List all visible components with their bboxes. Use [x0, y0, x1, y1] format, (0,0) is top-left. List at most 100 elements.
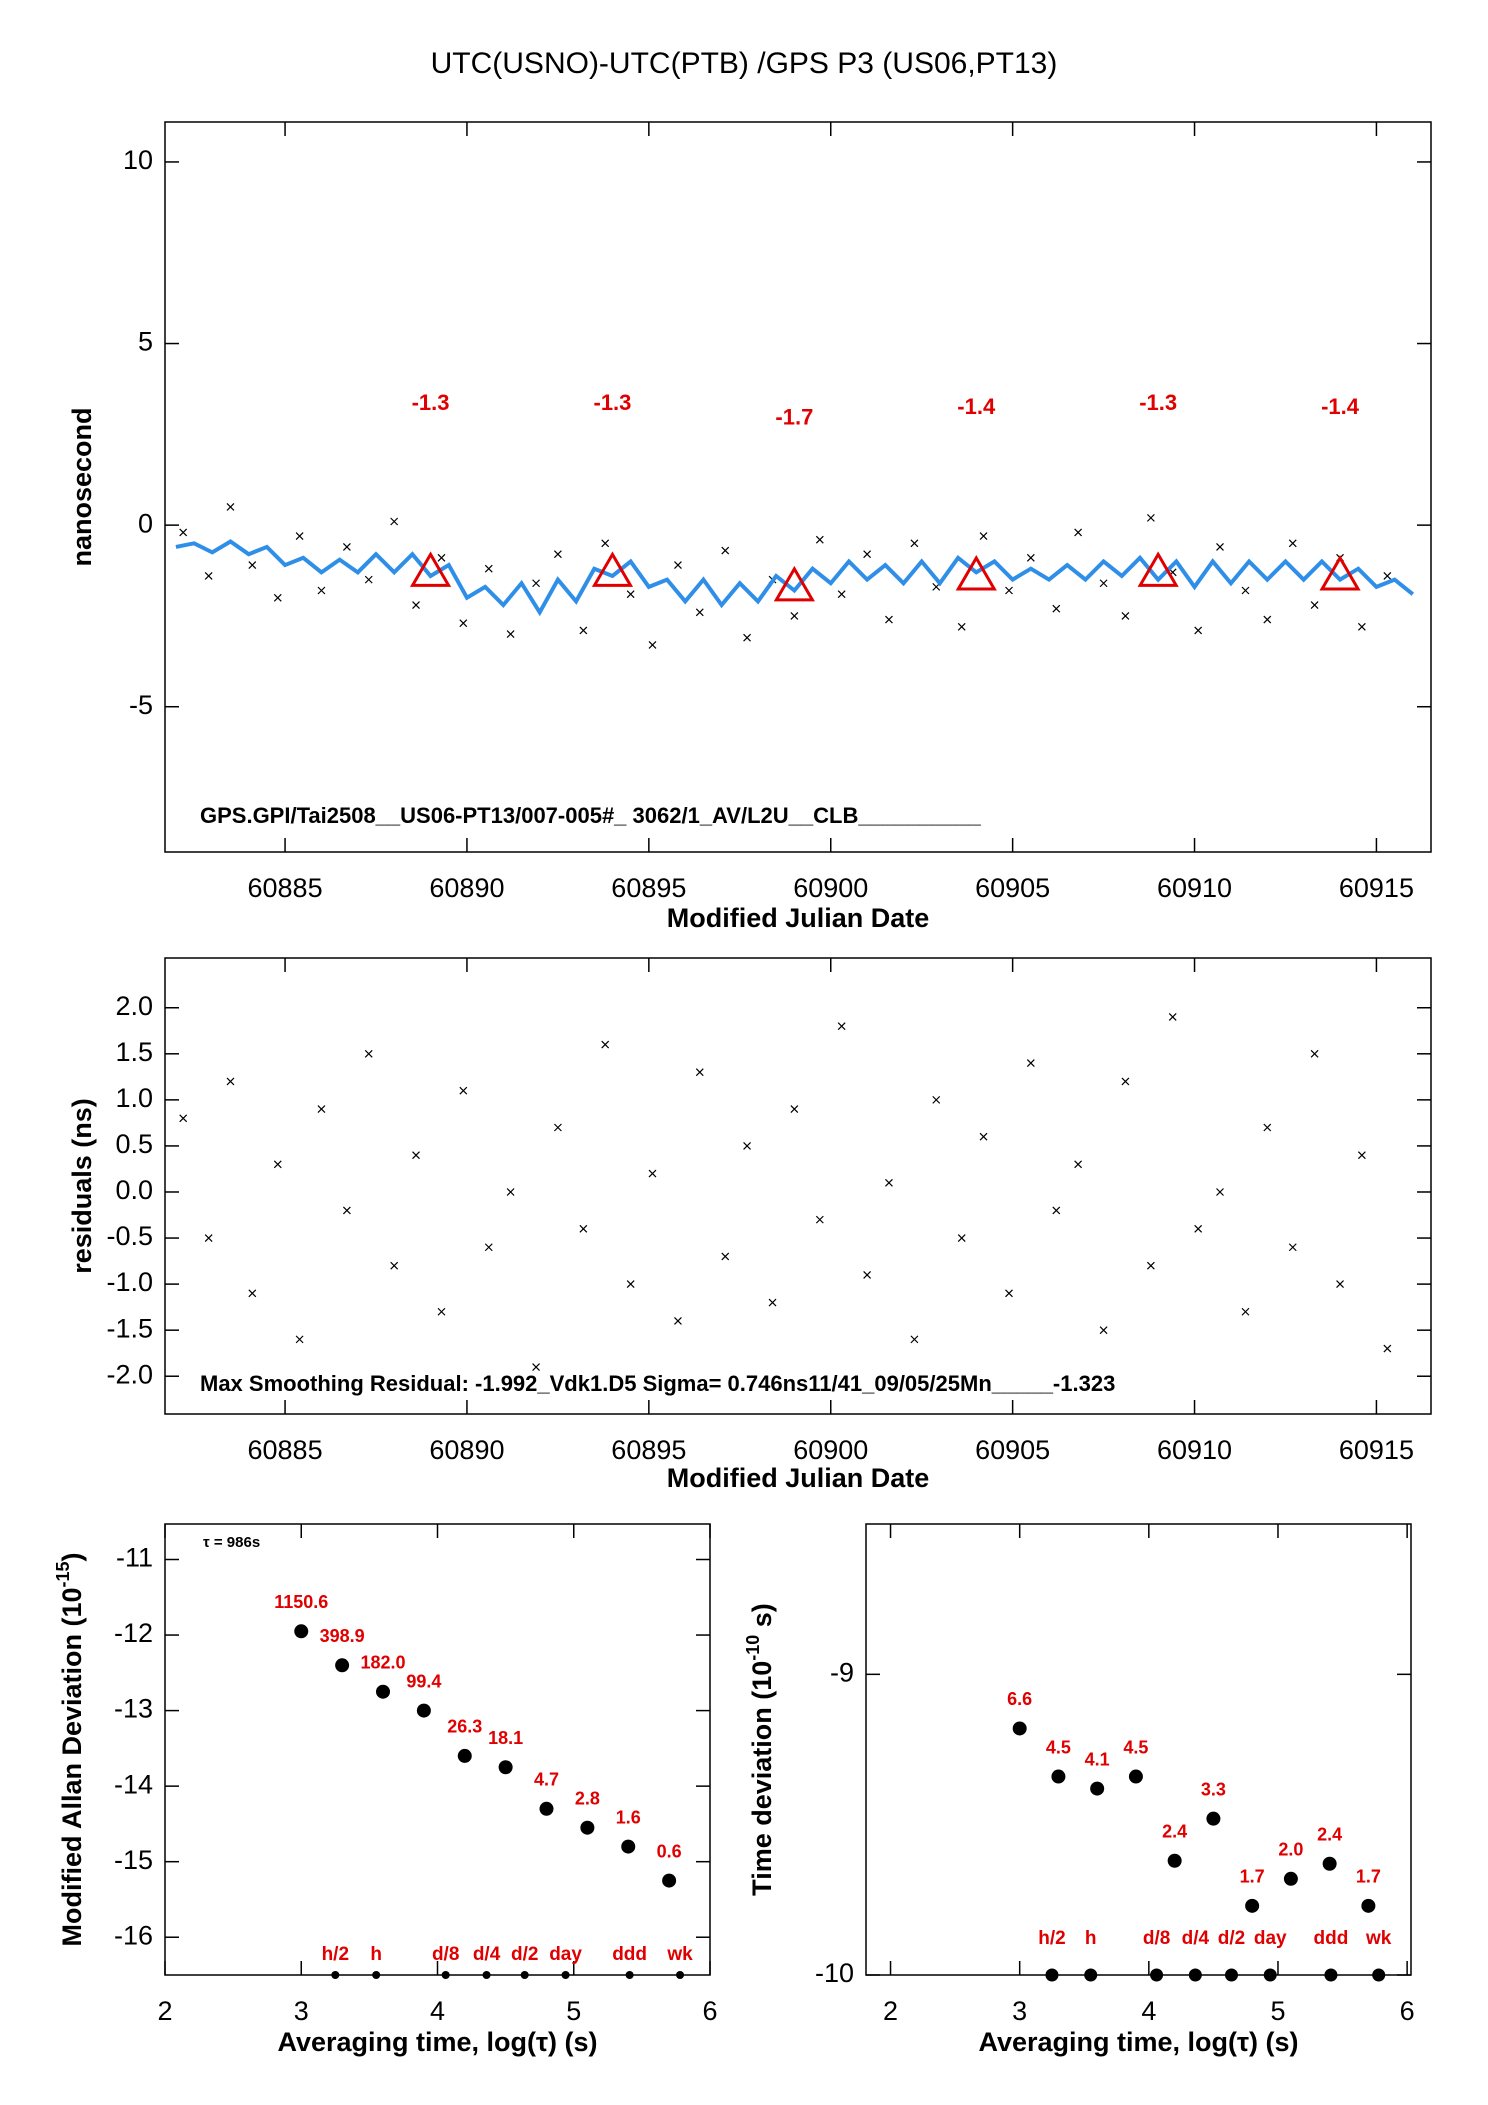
x-tick-label: 5 [1270, 1996, 1285, 2026]
scatter-point [910, 539, 919, 548]
deviation-label: 398.9 [320, 1626, 365, 1646]
interval-label: day [549, 1944, 582, 1965]
scatter-point [506, 1188, 515, 1196]
scatter-point [1263, 615, 1272, 624]
scatter-point [885, 1178, 893, 1187]
deviation-point [457, 1748, 472, 1763]
scatter-point [1074, 528, 1083, 537]
interval-label: h [1085, 1928, 1097, 1949]
y-axis-label-text: Time deviation (10 [747, 1661, 777, 1896]
scatter-point [248, 1289, 257, 1298]
x-tick-label: 2 [883, 1996, 898, 2026]
x-tick-label: 60895 [611, 1435, 686, 1465]
deviation-point [539, 1801, 554, 1816]
deviation-label: 1150.6 [274, 1592, 328, 1612]
x-tick-label: 2 [157, 1996, 172, 2026]
scatter-point [815, 535, 824, 544]
interval-marker [1263, 1968, 1277, 1982]
y-tick-label: 0 [138, 508, 153, 538]
scatter-point [1310, 601, 1319, 609]
y-tick-label: -5 [129, 690, 153, 720]
deviation-point [498, 1760, 513, 1775]
scatter-point [1005, 1289, 1013, 1298]
x-axis-label: Modified Julian Date [667, 903, 930, 933]
scatter-point [674, 1317, 682, 1325]
deviation-point [1322, 1856, 1337, 1871]
triangle-label: -1.4 [1321, 394, 1360, 419]
scatter-point [273, 593, 282, 602]
interval-marker [331, 1971, 340, 1979]
triangle-marker [1319, 554, 1361, 591]
x-axis-label: Averaging time, log(τ) (s) [978, 2027, 1298, 2057]
triangle-label: -1.3 [1139, 390, 1177, 415]
interval-marker [676, 1971, 685, 1979]
deviation-point [1245, 1898, 1260, 1913]
x-tick-label: 60885 [248, 873, 323, 903]
deviation-point [1128, 1769, 1143, 1784]
x-tick-label: 60905 [975, 1435, 1050, 1465]
scatter-point [1026, 553, 1035, 562]
deviation-label: 2.4 [1162, 1821, 1187, 1841]
scatter-point [1168, 1013, 1177, 1021]
y-axis-label-exponent: -15 [53, 1561, 73, 1587]
scatter-point [721, 546, 730, 555]
x-tick-label: 6 [1400, 1996, 1415, 2026]
deviation-point [1051, 1769, 1066, 1784]
interval-label: ddd [1314, 1928, 1349, 1949]
scatter-point [179, 528, 188, 537]
y-axis-label-exponent: -10 [743, 1635, 763, 1661]
deviation-label: 2.8 [575, 1788, 600, 1808]
scatter-point [295, 532, 304, 540]
scatter-point [412, 601, 420, 609]
interval-marker [561, 1971, 570, 1979]
x-tick-label: 5 [566, 1996, 581, 2026]
scatter-point [532, 579, 540, 588]
deviation-label: 4.5 [1046, 1737, 1071, 1757]
interval-label: d/8 [1143, 1928, 1170, 1949]
scatter-point [1052, 1206, 1061, 1215]
interval-label: d/2 [1218, 1928, 1245, 1949]
scatter-point [459, 619, 468, 628]
x-tick-label: 60890 [429, 873, 504, 903]
scatter-point [768, 1298, 777, 1307]
triangle-marker [1137, 551, 1179, 587]
plot-frame [865, 1523, 1412, 1976]
interval-label: d/4 [1182, 1928, 1210, 1949]
deviation-label: 4.7 [534, 1770, 559, 1790]
x-tick-label: 60900 [793, 873, 868, 903]
deviation-point [1167, 1853, 1182, 1868]
triangle-marker [955, 554, 997, 591]
scatter-point [837, 1022, 846, 1031]
interval-marker [1324, 1968, 1338, 1982]
x-axis-label: Averaging time, log(τ) (s) [277, 2027, 597, 2057]
deviation-point [294, 1624, 309, 1639]
deviation-label: 2.0 [1278, 1840, 1303, 1860]
scatter-point [1121, 612, 1130, 620]
interval-marker [372, 1971, 381, 1979]
scatter-point [226, 1077, 235, 1086]
scatter-point [317, 1105, 326, 1114]
plot-frame [164, 1523, 711, 1976]
scatter-point [957, 622, 966, 631]
scatter-point [1216, 1188, 1224, 1196]
deviation-label: 99.4 [406, 1671, 441, 1691]
deviation-label: 1.7 [1356, 1867, 1381, 1887]
y-tick-label: -16 [114, 1920, 153, 1950]
deviation-label: 26.3 [447, 1717, 482, 1737]
scatter-point [1357, 1151, 1366, 1160]
x-tick-label: 6 [702, 1996, 717, 2026]
scatter-point [601, 1040, 610, 1049]
x-tick-label: 60890 [429, 1435, 504, 1465]
x-tick-label: 3 [1012, 1996, 1027, 2026]
x-tick-label: 60900 [793, 1435, 868, 1465]
scatter-point [204, 1234, 213, 1242]
scatter-point [1263, 1123, 1272, 1132]
deviation-point [662, 1873, 677, 1888]
scatter-point [437, 1307, 446, 1316]
triangle-label: -1.7 [775, 405, 813, 430]
scatter-point [1026, 1059, 1035, 1067]
scatter-point [932, 1095, 941, 1104]
scatter-point [648, 641, 657, 649]
scatter-point [459, 1086, 468, 1095]
scatter-point [979, 1132, 988, 1141]
